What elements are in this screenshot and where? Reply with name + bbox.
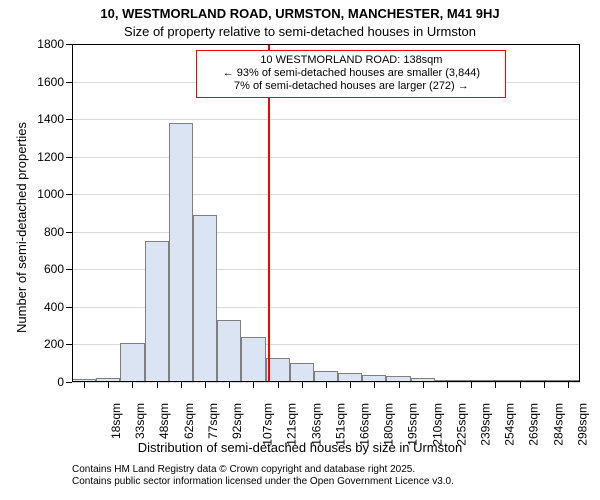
y-tick [66, 382, 72, 383]
x-tick [157, 382, 158, 388]
y-tick-label: 1800 [37, 37, 64, 51]
y-tick-label: 1600 [37, 75, 64, 89]
x-tick-label: 92sqm [230, 403, 244, 439]
y-tick-label: 1200 [37, 150, 64, 164]
y-tick-label: 1400 [37, 112, 64, 126]
x-tick [374, 382, 375, 388]
x-axis-label: Distribution of semi-detached houses by … [0, 440, 600, 455]
x-tick [229, 382, 230, 388]
x-tick [471, 382, 472, 388]
y-tick-label: 0 [57, 375, 64, 389]
x-tick [302, 382, 303, 388]
x-tick-label: 62sqm [182, 403, 196, 439]
chart-title-line1: 10, WESTMORLAND ROAD, URMSTON, MANCHESTE… [0, 6, 600, 21]
x-tick [108, 382, 109, 388]
credit-line2: Contains public sector information licen… [72, 476, 600, 488]
credits: Contains HM Land Registry data © Crown c… [0, 464, 600, 488]
x-tick [253, 382, 254, 388]
x-tick [423, 382, 424, 388]
y-tick-label: 800 [44, 225, 64, 239]
x-tick-label: 77sqm [206, 403, 220, 439]
y-tick-label: 600 [44, 262, 64, 276]
x-tick [495, 382, 496, 388]
x-tick [278, 382, 279, 388]
x-tick [181, 382, 182, 388]
plot-border [72, 44, 580, 382]
y-axis-label: Number of semi-detached properties [14, 122, 29, 333]
credit-line1: Contains HM Land Registry data © Crown c… [72, 464, 600, 476]
x-tick [205, 382, 206, 388]
x-tick [568, 382, 569, 388]
chart-container: 10, WESTMORLAND ROAD, URMSTON, MANCHESTE… [0, 0, 600, 500]
x-tick [520, 382, 521, 388]
x-tick [447, 382, 448, 388]
x-tick [326, 382, 327, 388]
x-tick-label: 48sqm [158, 403, 172, 439]
plot-area: 10 WESTMORLAND ROAD: 138sqm ← 93% of sem… [72, 44, 580, 382]
x-tick [84, 382, 85, 388]
x-tick-label: 18sqm [109, 403, 123, 439]
y-tick-label: 400 [44, 300, 64, 314]
x-tick-label: 33sqm [133, 403, 147, 439]
y-tick-label: 200 [44, 337, 64, 351]
x-tick [399, 382, 400, 388]
chart-title-line2: Size of property relative to semi-detach… [0, 24, 600, 39]
x-tick [544, 382, 545, 388]
x-tick [132, 382, 133, 388]
x-tick [350, 382, 351, 388]
y-tick-label: 1000 [37, 187, 64, 201]
